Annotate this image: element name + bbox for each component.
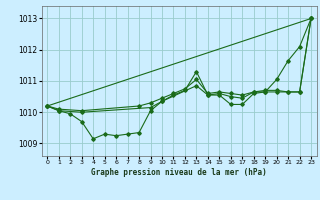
X-axis label: Graphe pression niveau de la mer (hPa): Graphe pression niveau de la mer (hPa) — [91, 168, 267, 177]
